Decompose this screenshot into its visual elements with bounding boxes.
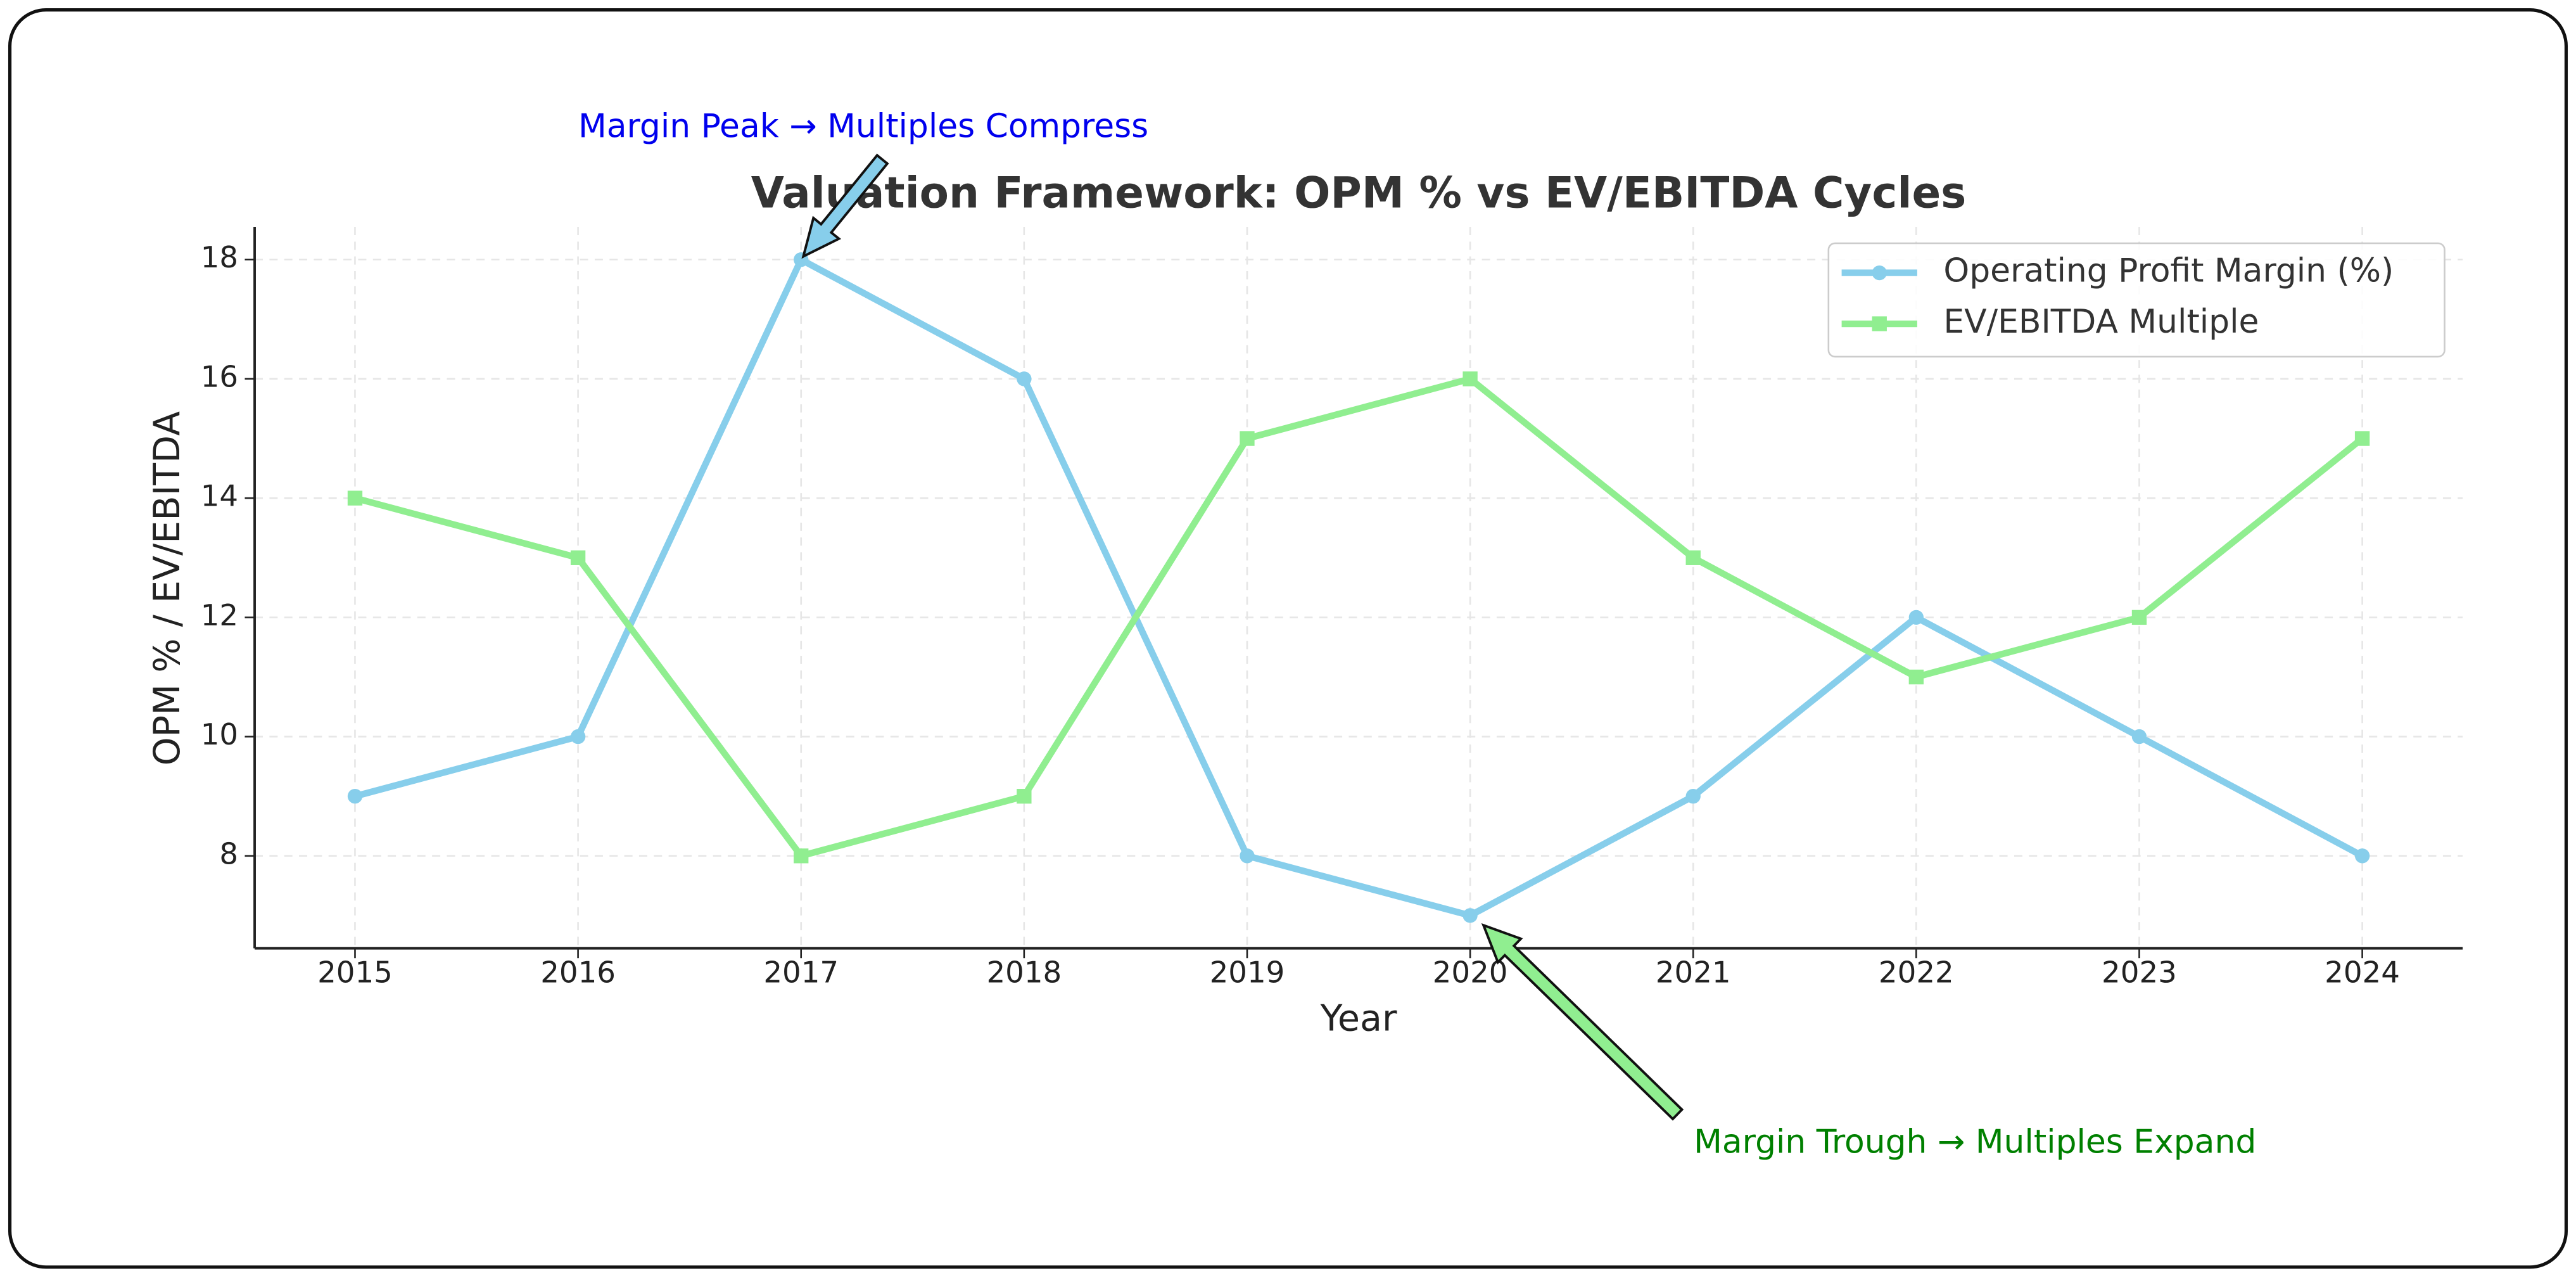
y-tick-label: 18	[201, 241, 238, 275]
series-line	[354, 375, 2364, 859]
legend-box	[1827, 242, 2446, 358]
legend: Operating Profit Margin (%) EV/EBITDA Mul…	[1827, 242, 2446, 358]
marker	[1240, 431, 1255, 446]
marker	[1685, 550, 1701, 565]
marker	[2131, 729, 2147, 744]
marker	[2354, 848, 2370, 864]
marker	[1017, 371, 1032, 387]
legend-label: Operating Profit Margin (%)	[1943, 252, 2394, 290]
y-tick-label: 8	[219, 837, 238, 871]
y-axis-label: OPM % / EV/EBITDA	[146, 411, 188, 765]
marker	[570, 550, 586, 565]
x-tick-label: 2024	[2325, 956, 2400, 990]
y-tick-label: 10	[201, 718, 238, 752]
y-tick-label: 12	[201, 599, 238, 633]
legend-marker	[1872, 265, 1887, 281]
chart-title: Valuation Framework: OPM % vs EV/EBITDA …	[751, 167, 1967, 217]
y-tick-label: 14	[201, 480, 238, 514]
marker	[347, 789, 363, 804]
annotation-arrow	[1481, 923, 1684, 1121]
x-tick-label: 2019	[1210, 956, 1285, 990]
annotation-arrow	[801, 153, 889, 259]
x-tick-label: 2022	[1879, 956, 1954, 990]
x-tick-label: 2016	[540, 956, 616, 990]
marker	[2131, 610, 2147, 625]
marker	[1240, 848, 1255, 864]
marker	[1462, 371, 1478, 387]
x-tick-label: 2017	[763, 956, 839, 990]
marker	[1685, 789, 1701, 804]
x-tick-label: 2018	[986, 956, 1062, 990]
x-tick-label: 2020	[1433, 956, 1508, 990]
x-tick-label: 2021	[1656, 956, 1731, 990]
marker	[1908, 610, 1924, 625]
marker	[570, 729, 586, 744]
series-line	[354, 256, 2364, 919]
y-tick-label: 16	[201, 360, 238, 394]
x-tick-label: 2023	[2102, 956, 2177, 990]
marker	[2354, 431, 2370, 446]
marker	[794, 848, 809, 864]
marker	[1908, 669, 1924, 685]
x-axis-label: Year	[1320, 997, 1397, 1039]
annotation: Margin Peak → Multiples Compress	[578, 107, 1148, 145]
legend-marker	[1872, 316, 1887, 331]
marker	[1462, 908, 1478, 923]
marker	[1017, 789, 1032, 804]
marker	[347, 490, 363, 506]
annotation: Margin Trough → Multiples Expand	[1694, 1123, 2256, 1161]
legend-label: EV/EBITDA Multiple	[1943, 303, 2259, 341]
x-tick-label: 2015	[317, 956, 393, 990]
